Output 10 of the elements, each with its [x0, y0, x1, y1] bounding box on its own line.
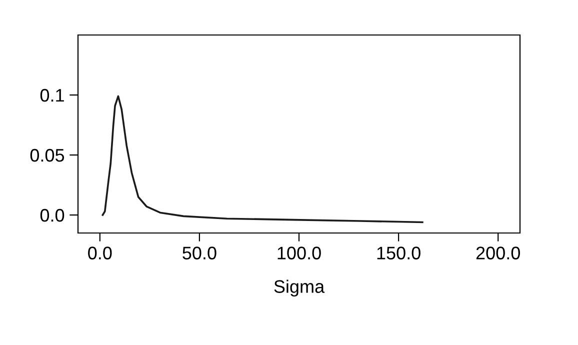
x-tick-label: 150.0 [377, 246, 420, 260]
x-tick-label: 200.0 [476, 246, 520, 260]
x-tick-label: 100.0 [278, 246, 321, 260]
y-tick-label: 0.1 [40, 88, 64, 102]
y-tick-label: 0.05 [30, 148, 64, 162]
x-tick-label: 0.0 [88, 246, 112, 260]
y-tick-label: 0.0 [40, 208, 64, 222]
x-tick-label: 50.0 [182, 246, 216, 260]
line-series [102, 95, 424, 224]
x-axis-title: Sigma [274, 280, 325, 297]
